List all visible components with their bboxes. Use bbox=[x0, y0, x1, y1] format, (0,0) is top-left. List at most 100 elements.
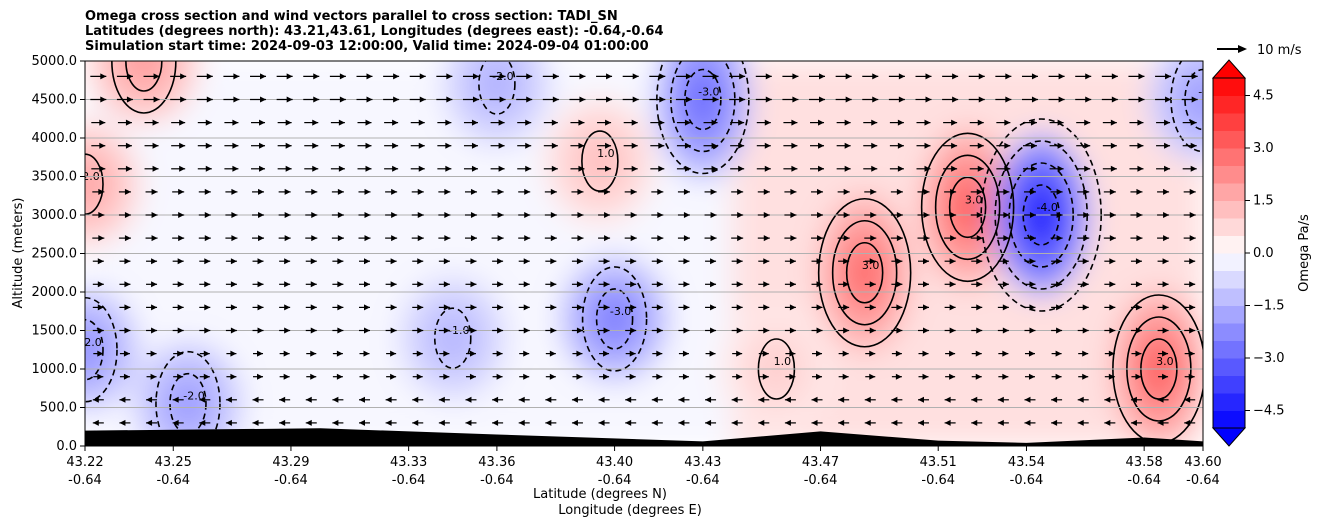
wind-vector-head bbox=[1057, 165, 1064, 172]
wind-vector-head bbox=[338, 165, 345, 172]
wind-vector-head bbox=[950, 212, 957, 218]
wind-vector-head bbox=[819, 96, 826, 103]
wind-vector-head bbox=[949, 258, 956, 265]
wind-vector-head bbox=[1109, 281, 1116, 288]
wind-vector-head bbox=[259, 142, 266, 149]
wind-vector-head bbox=[471, 142, 478, 149]
wind-vector-head bbox=[549, 373, 556, 380]
contour-4-1 bbox=[111, 61, 177, 114]
y-axis-label: Altitude (meters) bbox=[11, 198, 26, 309]
contour-label-2: 3.0 bbox=[1156, 355, 1174, 368]
wind-vector-head bbox=[709, 350, 716, 357]
wind-vector-head bbox=[363, 373, 370, 380]
wind-vector-head bbox=[417, 258, 424, 265]
wind-vector-head bbox=[364, 281, 370, 288]
wind-vector-head bbox=[683, 304, 690, 311]
omega-feature-1-ring-1 bbox=[955, 187, 980, 228]
wind-vector-head bbox=[525, 165, 532, 172]
wind-vector-head bbox=[337, 281, 344, 288]
wind-vector-head bbox=[630, 304, 637, 311]
wind-vector-head bbox=[897, 165, 904, 172]
wind-vector-head bbox=[1108, 350, 1115, 357]
wind-vector-head bbox=[710, 188, 717, 195]
wind-vector-head bbox=[870, 188, 877, 195]
wind-vector-head bbox=[177, 281, 184, 288]
wind-vector-head bbox=[684, 165, 691, 172]
wind-vector-head bbox=[871, 142, 878, 149]
contour-1-2 bbox=[934, 154, 1001, 261]
colorbar-tick-label-6: −4.5 bbox=[1253, 404, 1285, 419]
wind-vector-head bbox=[257, 327, 264, 334]
wind-vector-head bbox=[1084, 119, 1091, 126]
x-tick-label-lon-4: -0.64 bbox=[480, 473, 514, 488]
wind-vector-head bbox=[952, 96, 959, 103]
wind-vector-head bbox=[997, 419, 1004, 426]
wind-vector-head bbox=[896, 281, 903, 288]
wind-vector-head bbox=[1057, 119, 1064, 126]
wind-vector-head bbox=[1191, 96, 1198, 103]
wind-vector-head bbox=[819, 73, 826, 80]
wind-vector-head bbox=[1137, 142, 1144, 149]
wind-vector-head bbox=[924, 119, 931, 126]
wind-vector-head bbox=[419, 96, 426, 103]
wind-vector-head bbox=[1005, 73, 1012, 80]
chart-title-line-2: Latitudes (degrees north): 43.21,43.61, … bbox=[85, 24, 664, 39]
wind-vector-head bbox=[710, 327, 717, 334]
wind-vector-head bbox=[284, 327, 291, 334]
colorbar-segment-19 bbox=[1213, 78, 1245, 96]
x-axis-label-longitude: Longitude (degrees E) bbox=[558, 503, 702, 518]
wind-vector-head bbox=[1108, 373, 1115, 380]
wind-vector-head bbox=[977, 142, 984, 149]
wind-vector-head bbox=[625, 419, 632, 426]
wind-vector-head bbox=[311, 235, 318, 242]
wind-vector-head bbox=[651, 396, 658, 403]
wind-vector-head bbox=[97, 327, 104, 334]
wind-vector-head bbox=[98, 212, 105, 218]
wind-vector-head bbox=[682, 373, 689, 380]
wind-vector-head bbox=[605, 142, 612, 149]
wind-vector-head bbox=[363, 350, 370, 357]
y-tick-label-1: 500.0 bbox=[40, 401, 77, 416]
colorbar-segment-12 bbox=[1213, 200, 1245, 219]
wind-vector-head bbox=[497, 212, 504, 218]
wind-vector-head bbox=[284, 212, 291, 218]
wind-vector-head bbox=[92, 419, 99, 426]
wind-vector-head bbox=[571, 419, 578, 426]
wind-vector-head bbox=[1162, 327, 1169, 334]
wind-vector-head bbox=[603, 350, 610, 357]
wind-vector-head bbox=[658, 119, 665, 126]
wind-vector-head bbox=[498, 142, 505, 149]
wind-vector-head bbox=[949, 327, 956, 334]
y-tick-label-2: 1000.0 bbox=[32, 362, 78, 377]
wind-vector-head bbox=[470, 212, 477, 218]
omega-feature-10-ring-1 bbox=[85, 333, 99, 366]
wind-vector-head bbox=[310, 281, 317, 288]
wind-vector-head bbox=[1189, 235, 1196, 242]
wind-vector-head bbox=[1157, 396, 1164, 403]
wind-vector-head bbox=[604, 212, 611, 218]
y-tick-label-8: 4000.0 bbox=[32, 131, 78, 146]
wind-vector-head bbox=[230, 258, 237, 265]
wind-vector-head bbox=[731, 419, 738, 426]
wind-vector-head bbox=[310, 327, 317, 334]
wind-vector-head bbox=[365, 142, 372, 149]
wind-vector-head bbox=[124, 212, 131, 218]
wind-vector-head bbox=[657, 235, 664, 242]
wind-vector-head bbox=[279, 419, 286, 426]
wind-vector-head bbox=[816, 327, 823, 334]
wind-vector-head bbox=[232, 119, 239, 126]
wind-vector-head bbox=[124, 281, 131, 288]
wind-vector-head bbox=[925, 73, 932, 80]
wind-vector-head bbox=[310, 258, 317, 265]
wind-vector-head bbox=[336, 350, 343, 357]
wind-vector-head bbox=[1004, 119, 1011, 126]
wind-vector-head bbox=[871, 119, 878, 126]
wind-vector-head bbox=[177, 350, 184, 357]
wind-vector-head bbox=[365, 119, 372, 126]
wind-vector-head bbox=[1109, 212, 1116, 218]
wind-vector-head bbox=[310, 373, 317, 380]
wind-vector-head bbox=[606, 96, 613, 103]
y-tick-label-4: 2000.0 bbox=[32, 285, 78, 300]
wind-vector-head bbox=[631, 165, 638, 172]
wind-vector-head bbox=[337, 188, 344, 195]
